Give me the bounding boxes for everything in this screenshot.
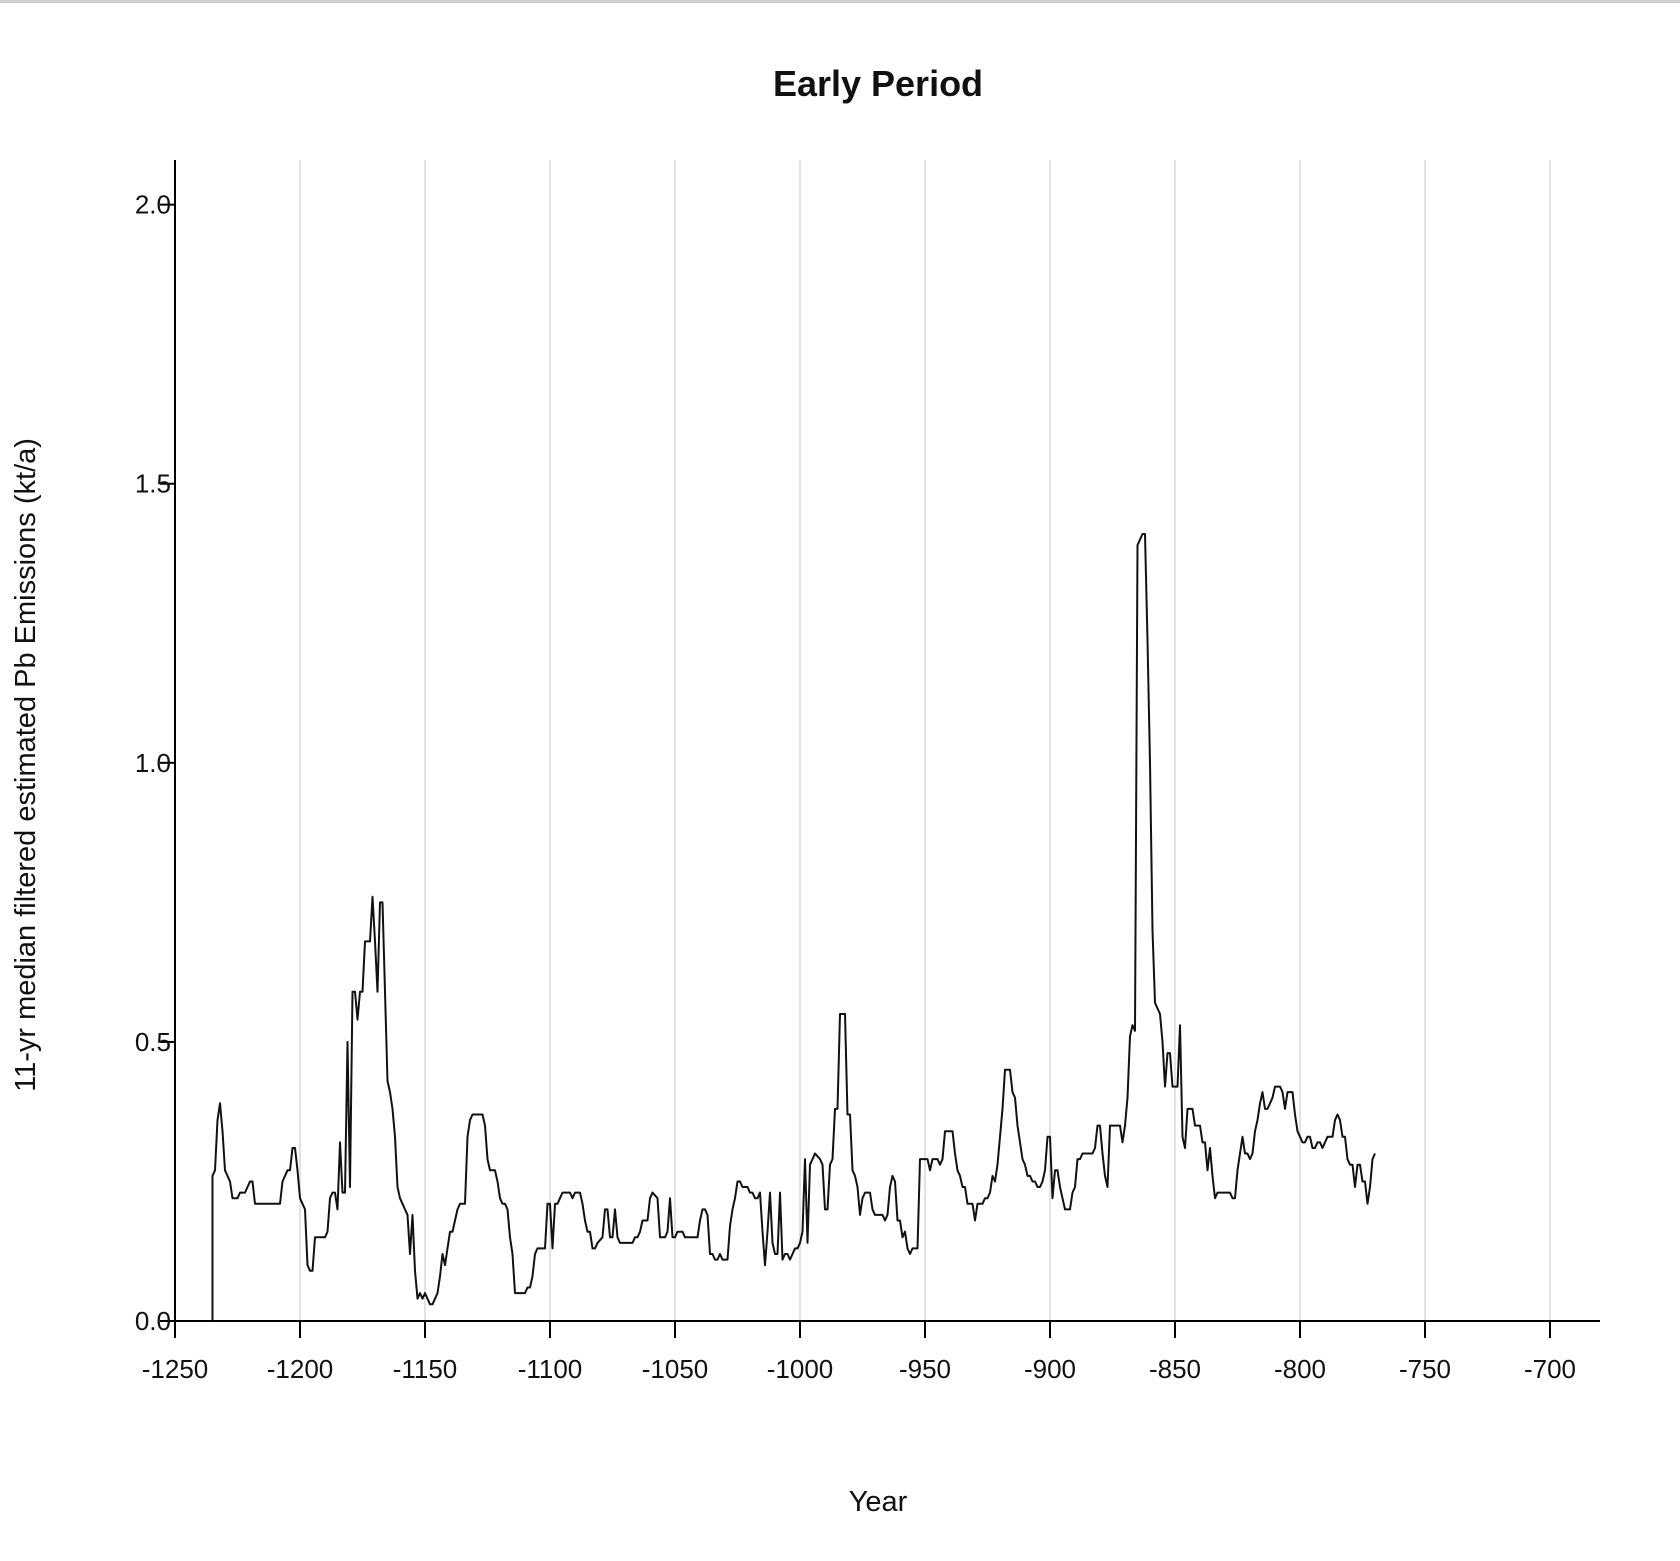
x-tick-label--950: -950 (899, 1354, 951, 1384)
x-tick-label--1200: -1200 (267, 1354, 334, 1384)
x-tick-label--700: -700 (1524, 1354, 1576, 1384)
series-layer (211, 533, 1376, 1321)
x-axis-label: Year (849, 1486, 908, 1518)
top-border (0, 0, 1680, 3)
y-tick-label-0.5: 0.5 (135, 1027, 171, 1057)
axes (174, 160, 1600, 1322)
y-axis-ticks: 0.0 0.5 1.0 1.5 2.0 (135, 190, 175, 1336)
x-tick-label--800: -800 (1274, 1354, 1326, 1384)
y-tick-label-0.0: 0.0 (135, 1306, 171, 1336)
x-tick-label--900: -900 (1024, 1354, 1076, 1384)
y-tick-label-1.5: 1.5 (135, 469, 171, 499)
x-tick-label--1250: -1250 (142, 1354, 209, 1384)
y-tick-label-1.0: 1.0 (135, 748, 171, 778)
gridlines (299, 160, 1551, 1321)
series-line-1 (211, 533, 1376, 1321)
x-tick-label--1050: -1050 (642, 1354, 709, 1384)
chart-title: Early Period (773, 63, 983, 104)
x-tick-label--850: -850 (1149, 1354, 1201, 1384)
x-tick-label--1100: -1100 (518, 1354, 583, 1384)
y-axis-label: 11-yr median filtered estimated Pb Emiss… (10, 438, 42, 1092)
x-tick-label--750: -750 (1399, 1354, 1451, 1384)
x-axis-ticks: -1250 -1200 -1150 -1100 -1050 -1000 -950 -900 -8… (142, 1321, 1576, 1384)
x-tick-label--1000: -1000 (767, 1354, 834, 1384)
y-tick-label-2.0: 2.0 (135, 190, 171, 220)
x-tick-label--1150: -1150 (393, 1354, 458, 1384)
